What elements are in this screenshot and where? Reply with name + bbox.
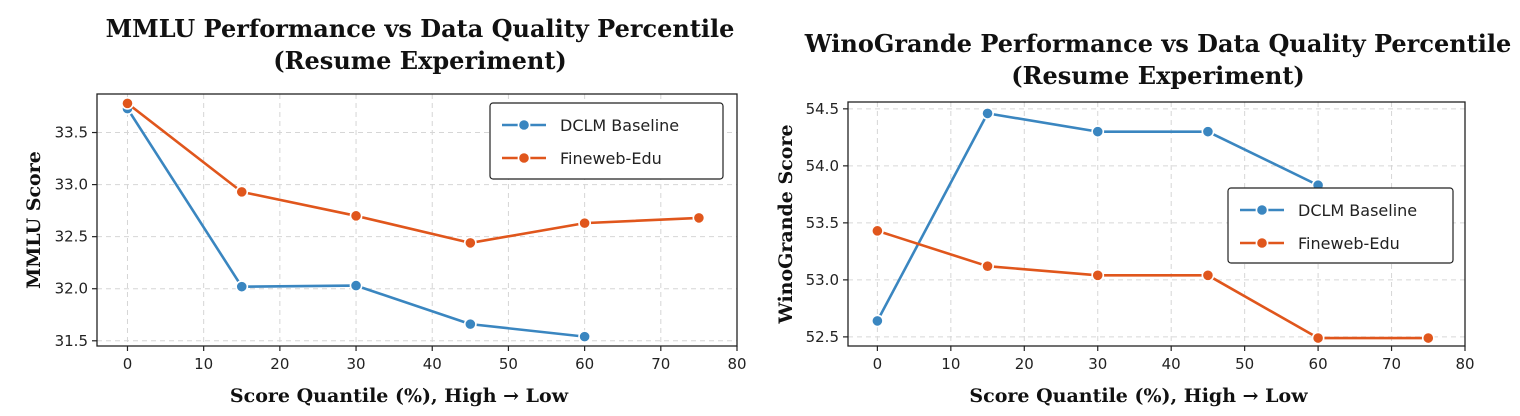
legend-swatch-marker-dclm-baseline	[517, 118, 531, 132]
series-line-fineweb-edu	[876, 229, 1430, 340]
x-tick-label: 70	[1382, 355, 1401, 373]
x-tick-label: 30	[1088, 355, 1107, 373]
chart-title-line-2: (Resume Experiment)	[273, 46, 567, 75]
legend-swatch-marker-fineweb-edu	[1255, 236, 1269, 250]
y-tick-label: 31.5	[55, 332, 88, 350]
legend-label-fineweb-edu: Fineweb-Edu	[1298, 234, 1400, 253]
y-tick-label: 33.0	[55, 176, 88, 194]
y-tick-label: 52.5	[806, 328, 839, 346]
x-tick-label: 10	[941, 355, 960, 373]
data-point-fineweb-edu	[1311, 331, 1325, 345]
data-point-dclm-baseline	[1091, 125, 1105, 139]
legend-swatch-marker-dclm-baseline	[1255, 203, 1269, 217]
data-point-fineweb-edu	[1201, 268, 1215, 282]
plot-frame	[96, 93, 738, 347]
data-point-fineweb-edu	[463, 236, 477, 250]
chart-title-line-1: WinoGrande Performance vs Data Quality P…	[804, 29, 1512, 58]
x-axis-label: Score Quantile (%), High → Low	[969, 385, 1308, 407]
x-tick-label: 0	[873, 355, 883, 373]
x-tick-label: 20	[270, 355, 289, 373]
data-point-fineweb-edu	[121, 96, 134, 110]
data-point-fineweb-edu	[578, 216, 592, 230]
legend-label-dclm-baseline: DCLM Baseline	[1298, 201, 1417, 220]
x-tick-label: 30	[347, 355, 366, 373]
legend-box	[489, 102, 724, 180]
x-tick-label: 60	[1309, 355, 1328, 373]
data-point-dclm-baseline	[870, 314, 884, 328]
data-point-fineweb-edu	[349, 209, 363, 223]
data-point-dclm-baseline	[981, 107, 994, 120]
legend-label-fineweb-edu: Fineweb-Edu	[560, 149, 662, 168]
y-tick-label: 54.5	[806, 100, 839, 118]
x-tick-label: 80	[1455, 355, 1474, 373]
y-tick-label: 53.0	[806, 271, 839, 289]
data-point-fineweb-edu	[235, 185, 249, 199]
legend-box	[1227, 187, 1454, 264]
plot-frame	[847, 101, 1466, 347]
legend-swatch-marker-fineweb-edu	[517, 151, 531, 165]
data-point-fineweb-edu	[692, 211, 706, 225]
y-axis-label: WinoGrande Score	[775, 124, 797, 324]
y-tick-label: 53.5	[806, 214, 839, 232]
data-point-fineweb-edu	[1421, 331, 1435, 345]
y-axis-label: MMLU Score	[23, 151, 45, 289]
winogrande-chart-panel: WinoGrande Performance vs Data Quality P…	[775, 29, 1511, 407]
chart-title-line-2: (Resume Experiment)	[1011, 61, 1305, 90]
data-point-dclm-baseline	[1201, 125, 1215, 139]
x-tick-label: 70	[651, 355, 670, 373]
y-tick-label: 33.5	[55, 124, 88, 142]
data-point-fineweb-edu	[981, 259, 994, 273]
data-point-dclm-baseline	[578, 330, 592, 344]
data-point-dclm-baseline	[235, 280, 249, 294]
x-tick-label: 10	[194, 355, 213, 373]
y-tick-label: 32.5	[55, 228, 88, 246]
data-point-dclm-baseline	[349, 279, 363, 293]
series-line-fineweb-edu	[126, 102, 701, 245]
mmlu-chart-panel: MMLU Performance vs Data Quality Percent…	[23, 14, 747, 407]
x-tick-label: 40	[1162, 355, 1181, 373]
x-tick-label: 80	[727, 355, 746, 373]
legend-label-dclm-baseline: DCLM Baseline	[560, 116, 679, 135]
x-tick-label: 50	[1235, 355, 1254, 373]
x-tick-label: 0	[123, 355, 133, 373]
x-tick-label: 50	[499, 355, 518, 373]
y-tick-label: 54.0	[806, 157, 839, 175]
data-point-fineweb-edu	[870, 224, 884, 238]
data-point-fineweb-edu	[1091, 268, 1105, 282]
x-tick-label: 20	[1015, 355, 1034, 373]
y-tick-label: 32.0	[55, 280, 88, 298]
x-tick-label: 40	[423, 355, 442, 373]
legend: DCLM Baseline Fineweb-Edu	[489, 102, 724, 180]
data-point-dclm-baseline	[463, 317, 477, 331]
chart-title-line-1: MMLU Performance vs Data Quality Percent…	[106, 14, 735, 43]
legend: DCLM Baseline Fineweb-Edu	[1227, 187, 1454, 264]
x-axis-label: Score Quantile (%), High → Low	[230, 385, 569, 407]
x-tick-label: 60	[575, 355, 594, 373]
